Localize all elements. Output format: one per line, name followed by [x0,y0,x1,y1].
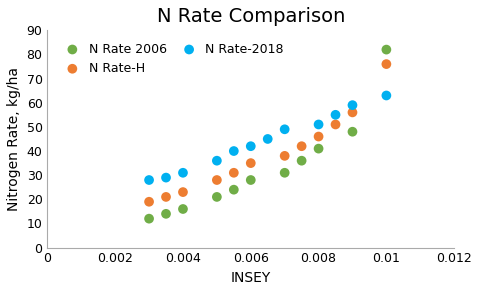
Y-axis label: Nitrogen Rate, kg/ha: Nitrogen Rate, kg/ha [7,67,21,211]
N Rate-H [281,154,288,158]
N Rate-H [383,62,390,66]
N Rate 2006 [179,207,187,211]
N Rate-2018 [145,178,153,182]
N Rate-H [315,134,322,139]
N Rate 2006 [281,171,288,175]
Legend: N Rate 2006, N Rate-H, N Rate-2018: N Rate 2006, N Rate-H, N Rate-2018 [54,36,290,81]
N Rate-H [213,178,221,182]
N Rate 2006 [162,211,170,216]
N Rate-2018 [264,137,272,141]
N Rate-2018 [281,127,288,132]
N Rate-2018 [247,144,255,149]
N Rate 2006 [145,216,153,221]
N Rate-2018 [162,175,170,180]
X-axis label: INSEY: INSEY [231,271,271,285]
N Rate-H [230,171,238,175]
N Rate 2006 [298,158,306,163]
N Rate-2018 [230,149,238,153]
N Rate-H [349,110,356,115]
N Rate 2006 [213,194,221,199]
N Rate-H [179,190,187,194]
N Rate-2018 [383,93,390,98]
N Rate 2006 [230,187,238,192]
N Rate-2018 [213,158,221,163]
N Rate 2006 [247,178,255,182]
N Rate-2018 [349,103,356,107]
Title: N Rate Comparison: N Rate Comparison [157,7,345,26]
N Rate-H [331,122,339,127]
N Rate 2006 [383,47,390,52]
N Rate-2018 [315,122,322,127]
N Rate 2006 [349,129,356,134]
N Rate-2018 [179,171,187,175]
N Rate-H [145,199,153,204]
N Rate 2006 [315,146,322,151]
N Rate-2018 [331,112,339,117]
N Rate-H [298,144,306,149]
N Rate-H [247,161,255,166]
N Rate-H [162,194,170,199]
